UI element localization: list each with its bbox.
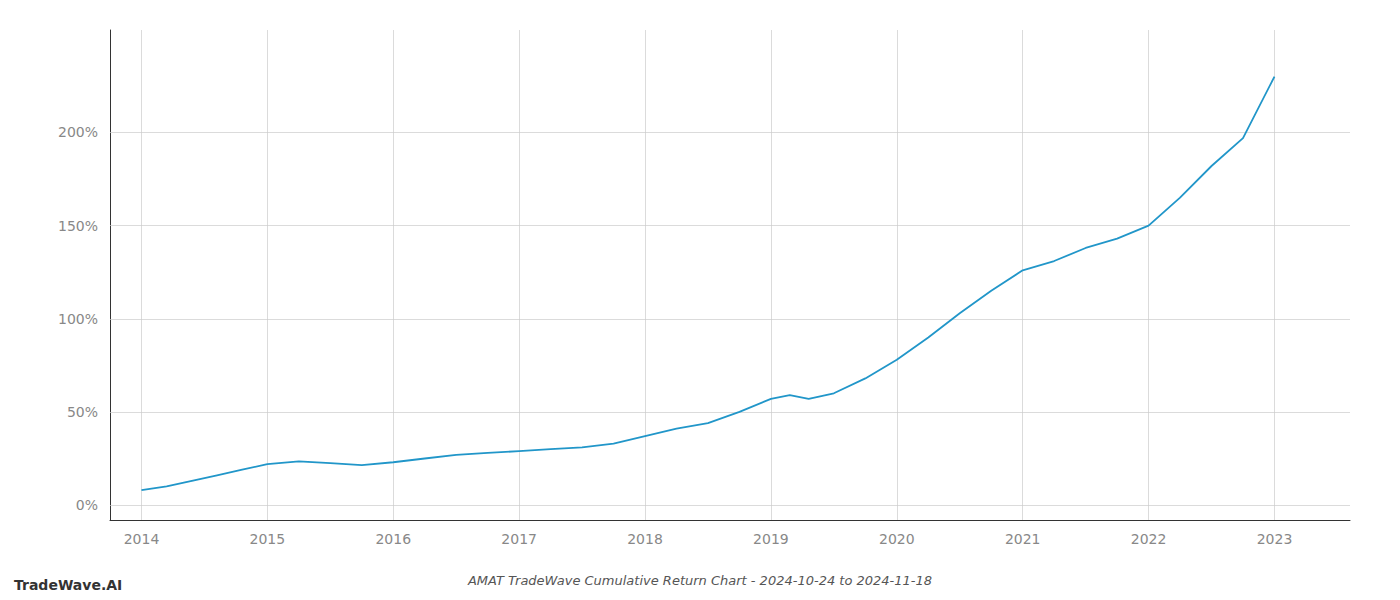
svg-text:2017: 2017 — [501, 531, 537, 547]
svg-text:200%: 200% — [58, 124, 98, 140]
svg-text:2018: 2018 — [627, 531, 663, 547]
svg-text:2022: 2022 — [1131, 531, 1167, 547]
svg-text:2014: 2014 — [124, 531, 160, 547]
svg-text:100%: 100% — [58, 311, 98, 327]
svg-text:2023: 2023 — [1257, 531, 1293, 547]
svg-text:2016: 2016 — [375, 531, 411, 547]
svg-text:TradeWave.AI: TradeWave.AI — [14, 577, 122, 593]
svg-text:50%: 50% — [67, 404, 98, 420]
svg-text:2021: 2021 — [1005, 531, 1041, 547]
svg-text:AMAT TradeWave Cumulative Retu: AMAT TradeWave Cumulative Return Chart -… — [467, 573, 932, 588]
svg-text:2019: 2019 — [753, 531, 789, 547]
svg-text:2020: 2020 — [879, 531, 915, 547]
svg-text:2015: 2015 — [250, 531, 286, 547]
svg-text:0%: 0% — [76, 497, 98, 513]
svg-text:150%: 150% — [58, 218, 98, 234]
